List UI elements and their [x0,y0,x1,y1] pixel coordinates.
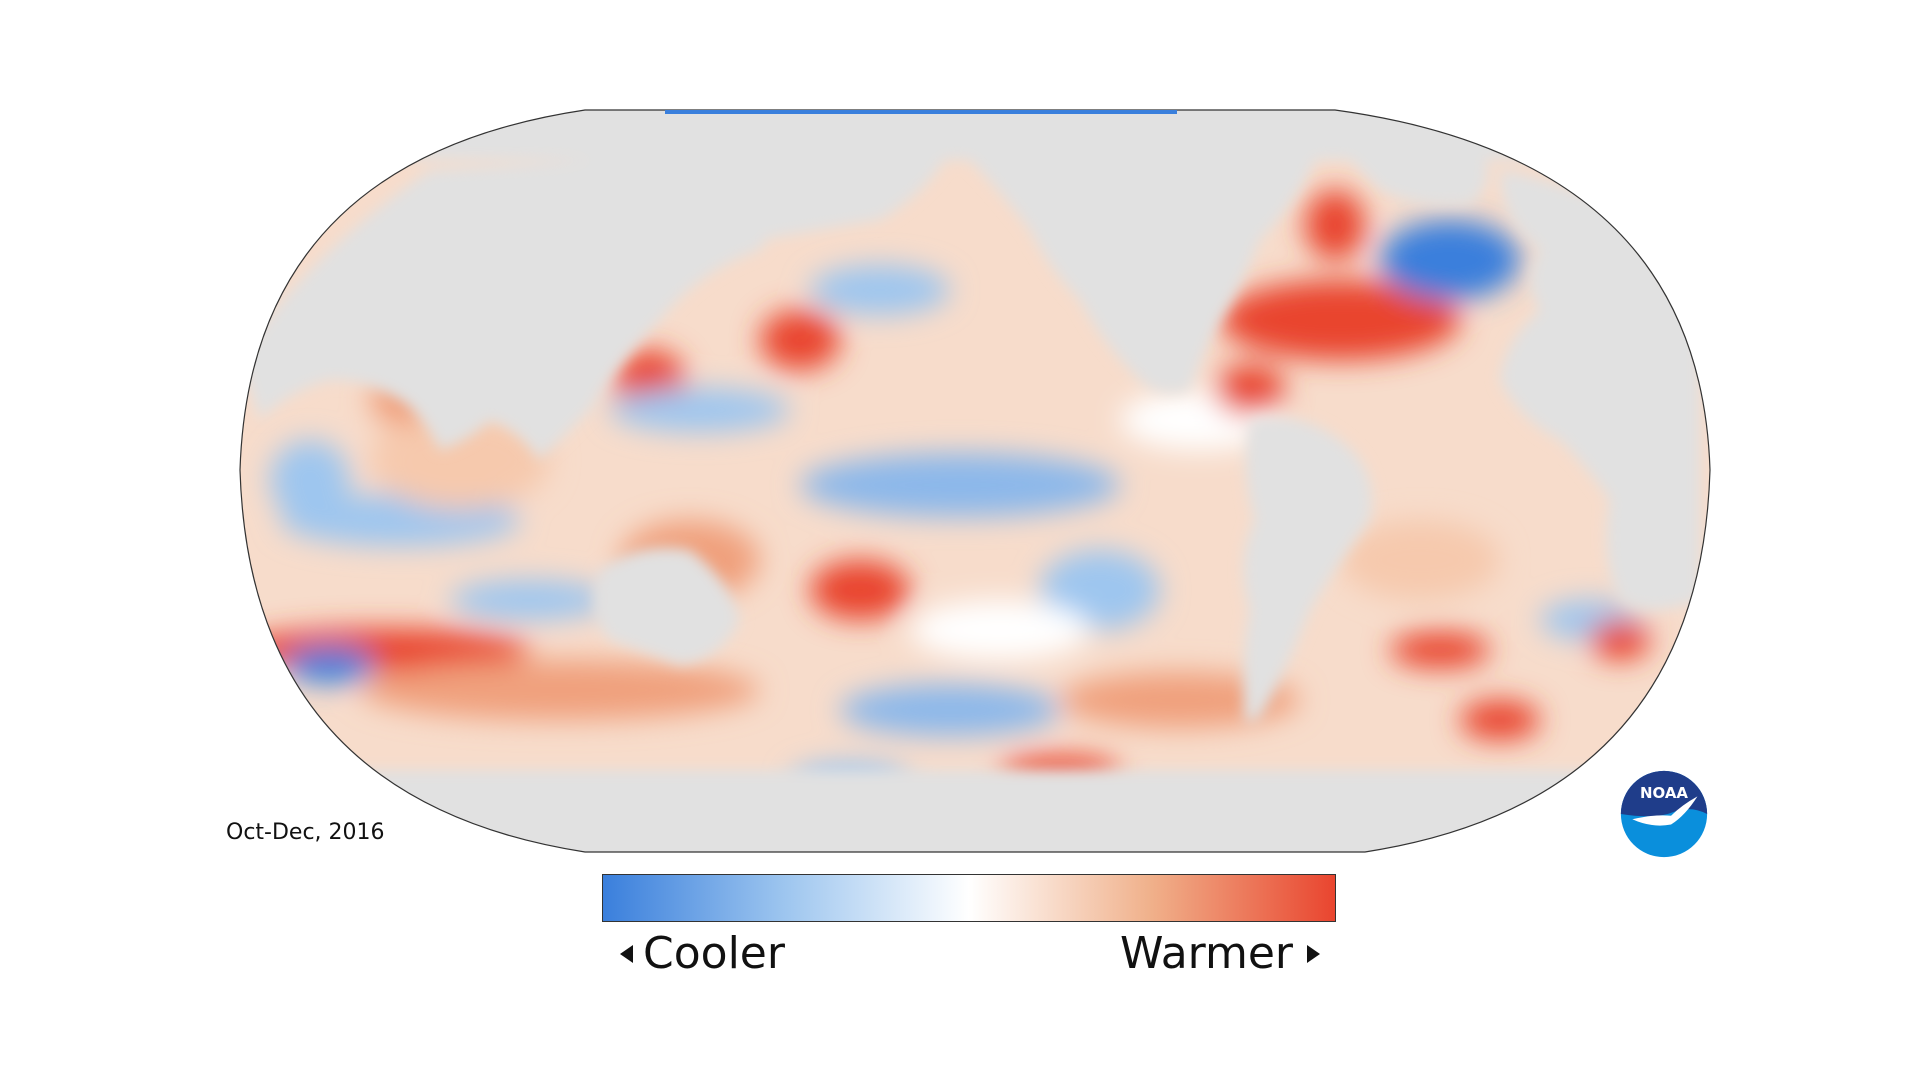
noaa-logo: NOAA [1620,770,1708,858]
logo-text: NOAA [1640,784,1688,802]
legend-high-caption: Warmer [1120,928,1320,979]
legend-high-label: Warmer [1120,928,1293,979]
sea-ice-strip [665,110,1177,114]
period-label: Oct-Dec, 2016 [226,820,385,845]
anomaly-field [240,190,1650,798]
legend-low-caption: Cooler [620,928,785,979]
logo-bird-icon [1632,796,1698,826]
color-scale-bar [602,874,1336,922]
triangle-left-icon [620,944,633,963]
triangle-right-icon [1307,944,1320,963]
legend-low-label: Cooler [643,928,785,979]
globe-outline [239,109,1711,853]
